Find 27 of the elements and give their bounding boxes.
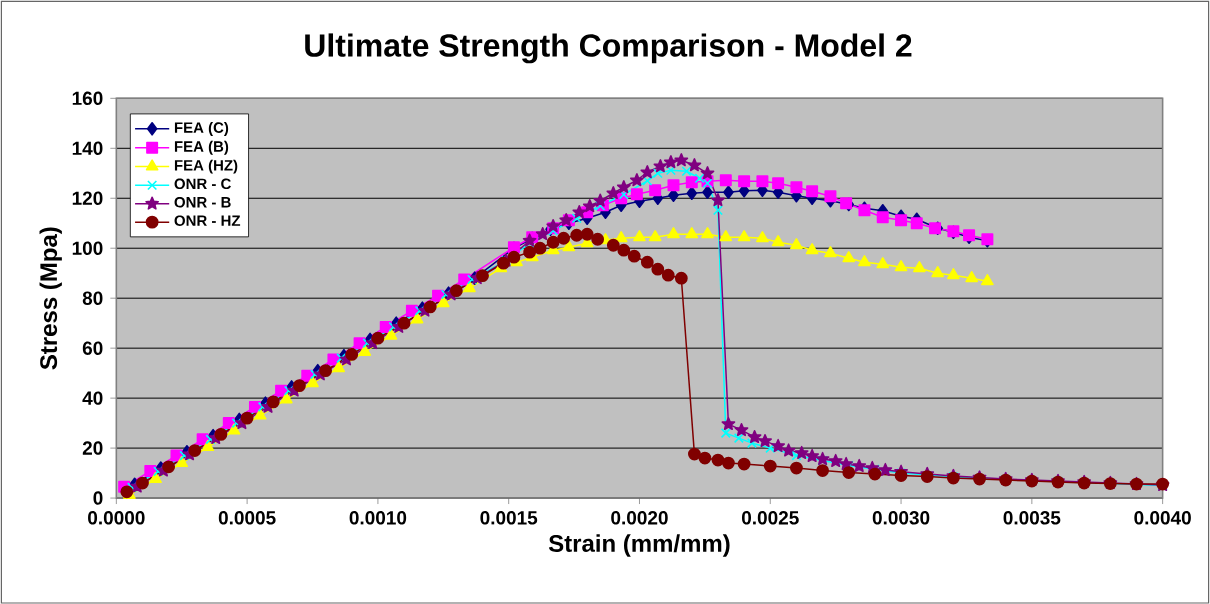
legend-label: ONR - HZ	[174, 215, 241, 226]
y-tick-label: 60	[82, 341, 103, 355]
y-tick-label: 120	[72, 191, 103, 205]
y-tick-label: 0	[93, 491, 103, 505]
x-tick-label: 0.0020	[611, 510, 668, 525]
x-tick-label: 0.0040	[1134, 510, 1191, 525]
legend-label: ONR - B	[174, 196, 231, 208]
x-tick-label: 0.0015	[480, 510, 538, 525]
x-tick-label: 0.0000	[88, 510, 145, 525]
x-tick-label: 0.0035	[1003, 510, 1061, 525]
legend-label: ONR - C	[174, 178, 231, 189]
legend-label: FEA (HZ)	[174, 159, 238, 174]
x-tick-label: 0.0010	[349, 510, 407, 525]
legend-label: FEA (B)	[174, 140, 229, 155]
y-tick-label: 140	[72, 141, 103, 155]
x-axis-title: Strain (mm/mm)	[548, 534, 730, 557]
x-tick-label: 0.0030	[872, 510, 930, 525]
y-tick-label: 40	[82, 391, 103, 405]
y-tick-label: 20	[82, 441, 103, 455]
y-tick-label: 160	[72, 91, 103, 105]
x-tick-label: 0.0025	[741, 510, 799, 525]
x-tick-label: 0.0005	[218, 510, 276, 525]
y-axis-title: Stress (Mpa)	[39, 227, 62, 370]
y-tick-label: 100	[72, 241, 103, 255]
chart-title: Ultimate Strength Comparison - Model 2	[305, 33, 912, 64]
y-tick-label: 80	[82, 291, 103, 305]
legend-label: FEA (C)	[174, 121, 229, 136]
